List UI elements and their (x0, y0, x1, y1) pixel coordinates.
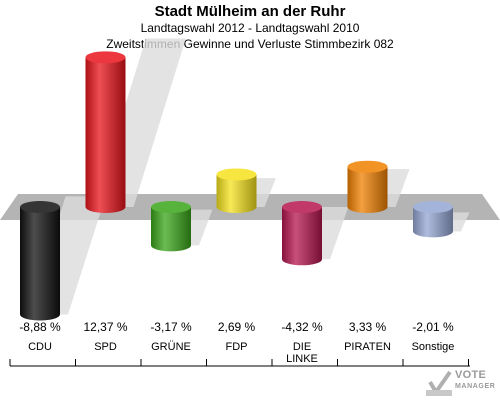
bar-body-6 (413, 207, 453, 238)
chart-subtitle: Landtagswahl 2012 - Landtagswahl 2010 (140, 21, 360, 35)
category-label-0: CDU (28, 341, 52, 353)
category-label-5: PIRATEN (344, 341, 391, 353)
category-label-line-5-0: PIRATEN (344, 341, 391, 353)
category-label-line-1-0: SPD (94, 341, 117, 353)
value-label-4: -4,32 % (281, 320, 323, 334)
bar-cap-5 (347, 160, 388, 173)
category-label-line-3-0: FDP (226, 341, 248, 353)
bar-die-linke (282, 201, 322, 266)
category-label-6: Sonstige (412, 341, 455, 353)
bar-body-3 (216, 174, 257, 213)
bar-body-5 (347, 166, 388, 213)
category-label-line-4-0: DIE (293, 341, 311, 353)
bar-cap-0 (20, 201, 60, 213)
category-label-1: SPD (94, 341, 117, 353)
value-label-1: 12,37 % (83, 320, 127, 334)
vote-manager-logo-icon (426, 370, 452, 396)
logo-line-1: VOTE (455, 369, 487, 381)
value-label-5: 3,33 % (349, 320, 387, 334)
value-label-6: -2,01 % (412, 320, 454, 334)
bar-cap-4 (282, 201, 322, 213)
category-label-line-4-1: LINKE (286, 353, 318, 365)
category-label-line-6-0: Sonstige (412, 341, 455, 353)
bar-body-4 (282, 207, 322, 266)
bar-cap-1 (85, 51, 126, 64)
bar-body-2 (151, 207, 191, 252)
bar-spd (85, 51, 126, 214)
bar-sonstige (413, 201, 453, 238)
value-label-3: 2,69 % (218, 320, 256, 334)
logo-line-2: MANAGER (455, 383, 496, 390)
category-label-line-0-0: CDU (28, 341, 52, 353)
bar-cap-6 (413, 201, 453, 213)
category-label-2: GRÜNE (151, 341, 191, 353)
chart-title: Stadt Mülheim an der Ruhr (154, 3, 346, 20)
bar-grüne (151, 201, 191, 252)
bar-fdp (216, 168, 257, 213)
bar-cdu (20, 201, 60, 321)
category-label-3: FDP (226, 341, 248, 353)
bar-body-1 (85, 57, 126, 214)
bar-body-0 (20, 207, 60, 321)
value-label-2: -3,17 % (150, 320, 192, 334)
bar-cap-2 (151, 201, 191, 213)
bar-cap-3 (216, 168, 257, 181)
category-label-4: DIE LINKE (286, 341, 318, 365)
vote-manager-logo-text: VOTE MANAGER (455, 370, 495, 392)
value-label-0: -8,88 % (19, 320, 61, 334)
category-label-line-2-0: GRÜNE (151, 341, 191, 353)
bar-piraten (347, 160, 388, 213)
